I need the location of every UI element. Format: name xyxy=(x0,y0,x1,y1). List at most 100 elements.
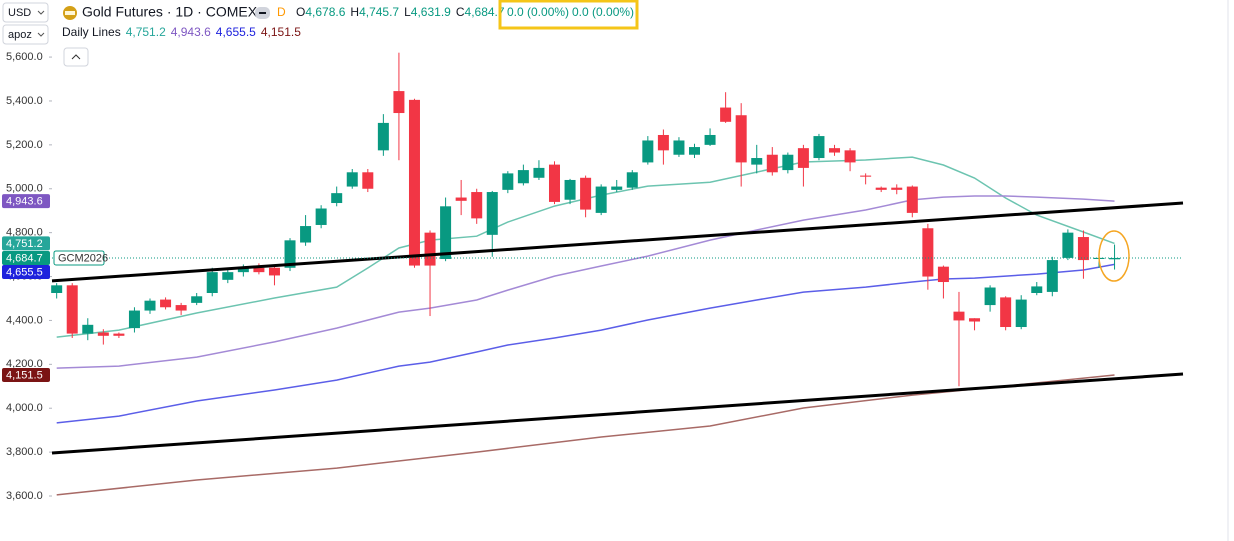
candle-body xyxy=(642,140,654,163)
candle-body xyxy=(66,285,78,334)
y-tick-label: 5,400.0 xyxy=(6,95,43,107)
price-tag-label: 4,943.6 xyxy=(6,196,43,208)
candle-body xyxy=(829,148,841,153)
candle-body xyxy=(237,267,249,273)
collapse-button[interactable] xyxy=(63,47,89,67)
candle-body xyxy=(844,150,856,163)
coin-icon-bar xyxy=(65,11,75,15)
candle-body xyxy=(626,172,638,188)
currency-select[interactable] xyxy=(2,2,49,23)
change: 0.0 (0.00%) xyxy=(507,5,569,19)
candle-body xyxy=(502,173,514,190)
candle-body xyxy=(797,148,809,168)
chevron xyxy=(37,32,45,37)
ohlc-value: 4,631.9 xyxy=(411,5,451,19)
candle-body xyxy=(1109,257,1121,260)
candle-body xyxy=(1046,260,1058,292)
moving-average-line xyxy=(56,263,1115,424)
indicator-value: 4,943.6 xyxy=(171,25,211,39)
candle-body xyxy=(1077,237,1089,261)
candle-body xyxy=(937,266,949,283)
candle-body xyxy=(1031,286,1043,293)
candle-body xyxy=(455,197,467,201)
indicator-name: Daily Lines xyxy=(62,25,121,39)
moving-average-line xyxy=(56,195,1115,369)
chevron xyxy=(37,10,45,15)
price-tag xyxy=(2,264,50,279)
candle-body xyxy=(1062,232,1074,258)
candle-body xyxy=(97,332,109,336)
price-tag xyxy=(2,194,50,209)
candle-body xyxy=(953,311,965,321)
candle-body xyxy=(377,122,389,151)
candle-body xyxy=(1000,297,1012,328)
badge-dash xyxy=(259,12,266,14)
indicator-value: 4,151.5 xyxy=(261,25,301,39)
candle-body xyxy=(689,147,701,155)
candle-body xyxy=(984,287,996,306)
y-tick-label: 3,600.0 xyxy=(6,490,43,502)
indicator-value: 4,751.2 xyxy=(126,25,166,39)
symbol-tag-label: GCM2026 xyxy=(58,252,108,264)
candle-body xyxy=(253,267,265,273)
candle-body xyxy=(268,267,280,276)
candle-body xyxy=(782,154,794,171)
account: apoz xyxy=(8,29,32,41)
indicator-value: 4,655.5 xyxy=(216,25,256,39)
y-tick-label: 4,200.0 xyxy=(6,358,43,370)
candle-body xyxy=(704,134,716,145)
candle-body xyxy=(51,285,63,293)
ohlc-key: L xyxy=(404,5,411,19)
candle-body xyxy=(611,186,623,190)
candle-body xyxy=(362,172,374,189)
candle-body xyxy=(393,91,405,114)
ohlc-key: C xyxy=(456,5,465,19)
candle-body xyxy=(82,324,94,334)
ohlc-key: H xyxy=(350,5,359,19)
candle-body xyxy=(875,187,887,190)
candle-body xyxy=(564,179,576,200)
candle-body xyxy=(206,272,218,293)
y-tick-label: 4,800.0 xyxy=(6,227,43,239)
highlight-box xyxy=(498,0,639,30)
candle-body xyxy=(144,300,156,311)
candle-body xyxy=(471,192,483,219)
plot-area: 3,600.03,800.04,000.04,200.04,400.04,600… xyxy=(2,51,1184,502)
candle-body xyxy=(300,226,312,243)
candle-body xyxy=(906,186,918,213)
candle-body xyxy=(860,175,872,177)
candle-body xyxy=(580,177,592,210)
candle-body xyxy=(595,186,607,213)
account-select[interactable] xyxy=(2,24,49,45)
candle-body xyxy=(424,232,436,266)
candle-body xyxy=(548,164,560,202)
y-tick-label: 5,600.0 xyxy=(6,51,43,63)
price-tag xyxy=(2,250,50,265)
candle-body xyxy=(486,192,498,235)
trend-line xyxy=(51,201,1184,283)
candle-body xyxy=(766,154,778,173)
candle-body xyxy=(128,310,140,329)
y-tick-label: 4,400.0 xyxy=(6,314,43,326)
candle-body xyxy=(1015,299,1027,328)
candle-body xyxy=(222,272,234,280)
ohlc-key: O xyxy=(296,5,305,19)
candle-body xyxy=(191,296,203,303)
price-tag-label: 4,684.7 xyxy=(6,252,43,264)
candle-body xyxy=(922,228,934,277)
y-tick-label: 5,200.0 xyxy=(6,139,43,151)
symbol-title[interactable]: Gold Futures · 1D · COMEX xyxy=(82,4,258,20)
candle-body xyxy=(657,134,669,151)
candle-body xyxy=(751,158,763,165)
price-tag-label: 4,751.2 xyxy=(6,238,43,250)
candle-body xyxy=(735,115,747,163)
candle-body xyxy=(315,208,327,225)
chevron-up xyxy=(71,54,81,60)
currency: USD xyxy=(8,7,31,19)
change: 0.0 (0.00%) xyxy=(572,5,634,19)
candle-body xyxy=(346,172,358,187)
timeframe-badge: D xyxy=(277,5,286,19)
price-tag-label: 4,151.5 xyxy=(6,369,43,381)
